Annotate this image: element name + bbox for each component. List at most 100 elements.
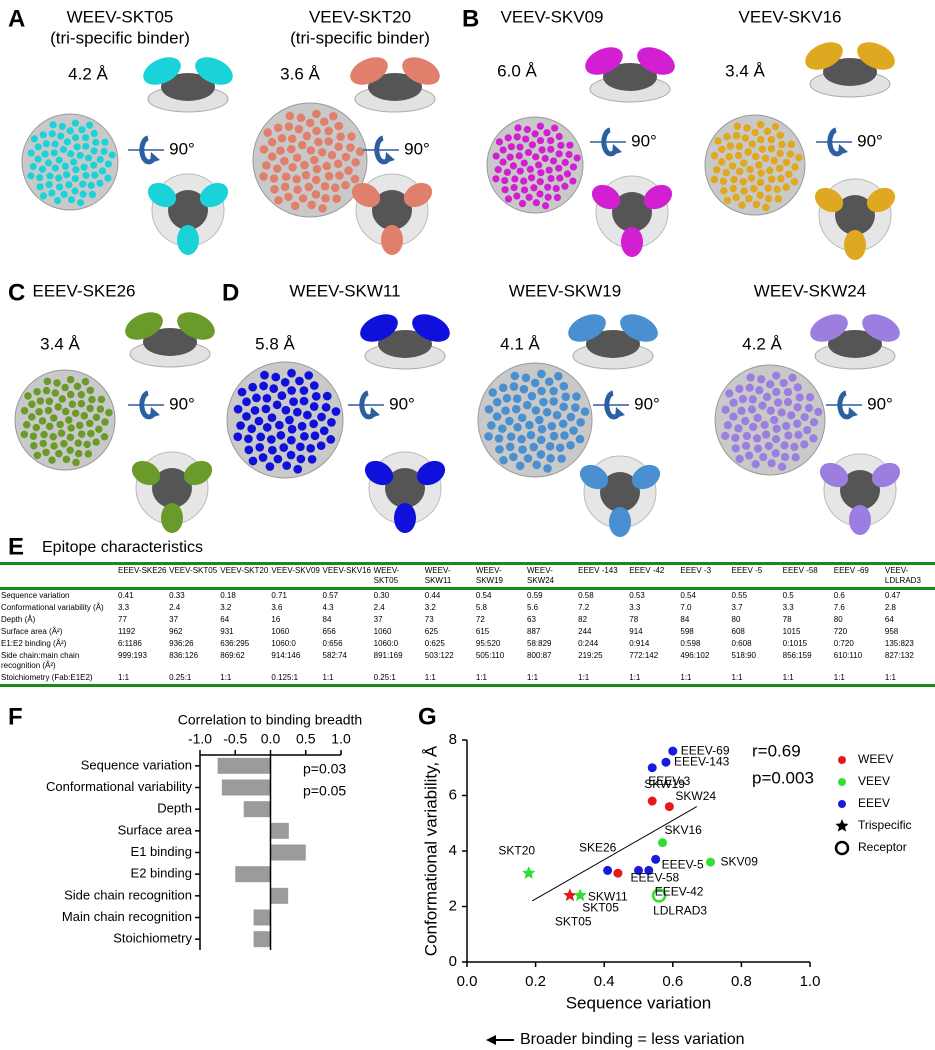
virion-spot [544, 183, 552, 191]
point-label: EEEV-143 [674, 754, 730, 768]
virion-spot [309, 402, 319, 411]
virion-spot [42, 140, 50, 148]
virion-spot [788, 373, 797, 382]
table-cell: 80 [833, 615, 843, 624]
top-view-core [152, 468, 192, 508]
category-label: Sequence variation [81, 757, 192, 772]
virion-spot [267, 152, 277, 161]
top-view-fab [199, 182, 229, 208]
side-view-fab [402, 57, 440, 85]
table-cell: 0.58 [578, 591, 594, 600]
virion-spot [780, 441, 789, 450]
virion-spot [284, 122, 294, 131]
virion-spot [746, 373, 755, 382]
virion-spot [761, 154, 770, 162]
virion-spot [772, 387, 781, 397]
row-label: Side chain:main chain recognition (Å²) [1, 651, 80, 670]
bar [270, 887, 289, 904]
table-cell: 0.25:1 [169, 673, 192, 682]
virion-spot [729, 398, 738, 407]
virion-spot [92, 138, 100, 146]
table-cell: 0.25:1 [373, 673, 396, 682]
virion-spot [537, 424, 547, 434]
virion-spot [725, 389, 734, 398]
virion-spot [92, 438, 100, 446]
virion-spot [273, 454, 283, 464]
virion-spot [96, 155, 104, 164]
virion-spot [547, 137, 555, 145]
virion-spot [507, 143, 515, 151]
virion-spot [501, 176, 509, 185]
virion-spot [529, 442, 539, 452]
row-label: Conformational variability (Å) [1, 603, 104, 612]
virion-spot [791, 453, 800, 462]
virion-spot [576, 418, 585, 427]
virion-spot [303, 410, 312, 420]
virion-spot [518, 199, 527, 208]
virion-spot [29, 162, 37, 171]
table-cell: 0:914 [629, 639, 650, 648]
virion-spot [62, 171, 71, 179]
virion-spot [742, 431, 752, 441]
virion-spot [29, 432, 38, 440]
virion-spot [60, 439, 68, 448]
side-view-fab [350, 57, 388, 85]
table-cell: 6:1186 [118, 639, 142, 648]
virion-spot [526, 165, 534, 173]
side-view-fab [862, 314, 900, 342]
x-tick-label: 1.0 [800, 973, 821, 990]
table-cell: 1:1 [833, 673, 845, 682]
row-label: Sequence variation [1, 591, 70, 600]
virion-spot [774, 195, 783, 203]
virion-spot [288, 162, 297, 172]
virion-spot [511, 404, 521, 414]
table-cell: 962 [169, 627, 183, 636]
virion-spot [729, 412, 738, 421]
table-cell: 720 [833, 627, 848, 636]
virion-spot [757, 169, 765, 177]
virion-spot [718, 158, 726, 166]
virion-spot [532, 153, 540, 161]
table-cell: 73 [424, 615, 434, 624]
table-cell: 1:1 [220, 673, 232, 682]
top-view-fab [849, 505, 871, 535]
virion-spot [565, 150, 573, 159]
virion-spot [312, 109, 321, 119]
top-view-core [840, 470, 880, 510]
virion-spot [518, 445, 527, 454]
virion-spot [80, 412, 89, 420]
virion [14, 312, 215, 533]
virion-spot [329, 111, 338, 121]
point-marker [706, 857, 716, 867]
point-label: SKT20 [498, 843, 535, 857]
bar [221, 779, 271, 796]
virion-spot [39, 131, 47, 139]
resolution: 4.2 Å [742, 334, 782, 353]
virion-spot [336, 132, 345, 141]
structure-name: WEEV-SKW19 [509, 281, 621, 300]
virion-spot [32, 423, 41, 432]
legend-label: Receptor [858, 840, 907, 854]
table-cell: 615 [475, 627, 490, 636]
table-cell: 610:110 [833, 651, 863, 660]
column-header: EEEV -69 [832, 563, 884, 590]
virion-spot [321, 194, 330, 203]
virion-spot [539, 397, 548, 407]
y-tick-label: 8 [449, 731, 457, 748]
virion-spot [513, 133, 521, 141]
virion-spot [87, 429, 95, 438]
table-cell: 496:102 [680, 651, 710, 660]
virion-spot [733, 122, 742, 131]
virion-spot [286, 144, 296, 154]
virion-spot [766, 406, 775, 415]
virion-spot [560, 431, 569, 440]
virion-spot [79, 180, 87, 188]
virion-spot [525, 420, 534, 430]
top-view-fab [416, 460, 446, 486]
virion-spot [67, 150, 75, 158]
virion-spot [492, 412, 502, 421]
virion-spot [510, 183, 518, 192]
panel-letter: B [462, 5, 479, 32]
